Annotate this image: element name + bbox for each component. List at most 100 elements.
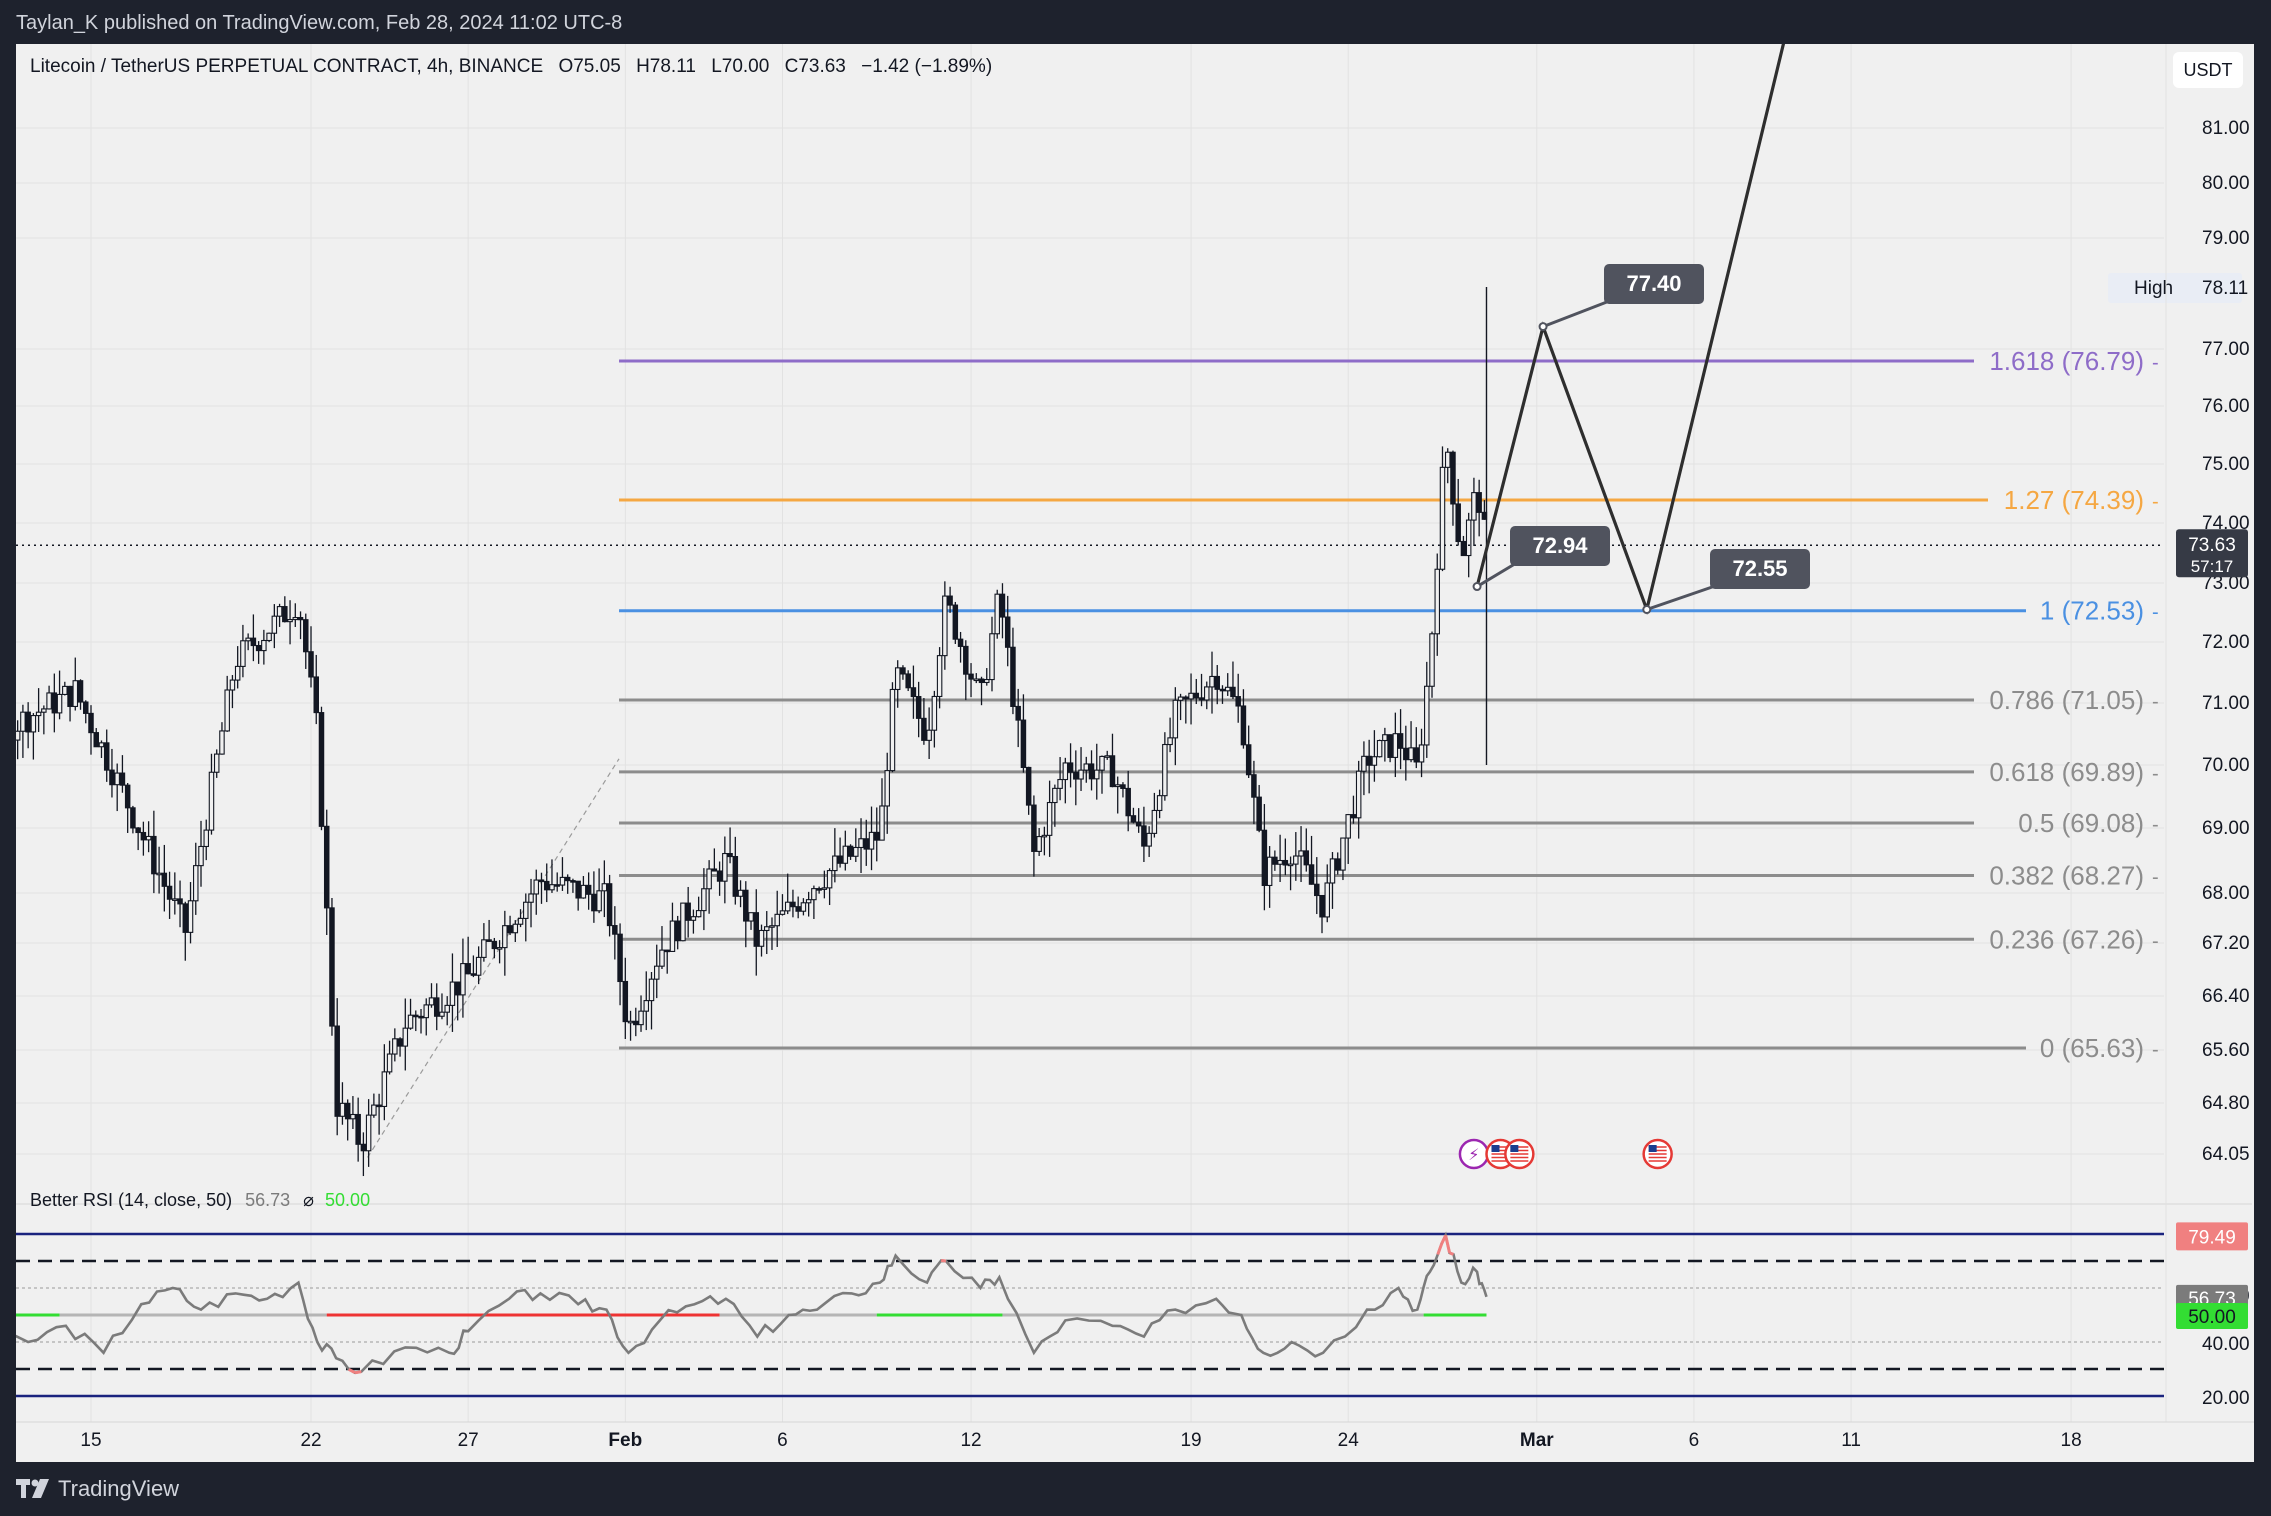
- candle-body: [1052, 787, 1058, 804]
- tradingview-brand[interactable]: TradingView: [16, 1476, 179, 1502]
- chart-frame[interactable]: 81.00 80.00 79.00 77.00 76.00 75.00 74.00 73.00…: [16, 44, 2254, 1462]
- chart-svg[interactable]: 81.00 80.00 79.00 77.00 76.00 75.00 74.00 73.00…: [16, 44, 2254, 1462]
- candle-body: [763, 926, 770, 932]
- candle-body: [1413, 747, 1420, 763]
- candle-body: [198, 845, 204, 867]
- rsi-overbought-segment: [1444, 1235, 1452, 1254]
- candle-body: [1266, 856, 1273, 887]
- candle-body: [528, 893, 534, 903]
- candle-body: [842, 845, 849, 864]
- tradingview-logo-icon: [16, 1479, 49, 1498]
- candle-body: [994, 593, 1000, 635]
- callout-anchor: [1642, 605, 1652, 615]
- candle-body: [706, 868, 712, 890]
- candle-body: [622, 980, 629, 1023]
- candle-body: [674, 920, 681, 942]
- candle-body: [245, 637, 251, 642]
- fib-level-tick: -: [2152, 691, 2159, 713]
- candle-body: [690, 916, 697, 921]
- callout-label: 77.40: [1626, 271, 1681, 296]
- lightning-icon-glyph: ⚡: [1468, 1145, 1479, 1164]
- candle-body: [407, 1014, 414, 1029]
- candle-body: [900, 667, 906, 675]
- candle-body: [62, 685, 68, 696]
- candle-body: [784, 901, 791, 912]
- high-marker-box: [2108, 272, 2242, 303]
- rsi-ma-label: 50.00: [2188, 1307, 2236, 1328]
- candle-body: [51, 692, 58, 714]
- candle-body: [41, 708, 47, 713]
- candle-body: [879, 805, 885, 841]
- candle-body: [1224, 686, 1231, 692]
- rsi-max-label: 79.49: [2188, 1227, 2236, 1248]
- candle-body: [1382, 734, 1388, 742]
- candle-body: [816, 888, 822, 891]
- candle-body: [512, 923, 519, 934]
- fib-level-tick: -: [2152, 352, 2159, 374]
- rsi-line: [16, 1231, 1488, 1375]
- candle-body: [460, 963, 466, 996]
- candle-body: [135, 827, 141, 834]
- candle-body: [1020, 719, 1027, 768]
- last-price-label: 73.63: [2188, 535, 2236, 556]
- legend-close: C73.63: [784, 56, 846, 77]
- rsi-oversold-segment: [354, 1370, 362, 1375]
- candle-body: [397, 1038, 403, 1047]
- candle-body: [653, 965, 660, 980]
- rsi-ma: 50.00: [325, 1190, 371, 1210]
- candle-body: [255, 644, 262, 652]
- candle-body: [1403, 747, 1409, 761]
- candle-body: [308, 651, 314, 678]
- legend-high: H78.11: [636, 56, 696, 77]
- candle-body: [664, 949, 670, 953]
- currency-button[interactable]: USDT: [2173, 52, 2243, 88]
- candle-body: [1329, 858, 1336, 884]
- candle-body: [1319, 894, 1325, 918]
- candle-body: [952, 604, 959, 640]
- candle-body: [140, 831, 147, 841]
- candle-body: [470, 973, 477, 976]
- candle-body: [873, 831, 880, 841]
- candle-body: [1272, 856, 1278, 865]
- fib-level-label: 0.618 (69.89): [1989, 757, 2144, 787]
- candle-body: [240, 640, 246, 667]
- candle-body: [936, 655, 943, 698]
- x-tick-label: 19: [1180, 1430, 1201, 1451]
- candle-body: [1465, 519, 1472, 557]
- candle-body: [334, 1025, 340, 1117]
- candle-body: [418, 1015, 424, 1019]
- candle-body: [978, 678, 985, 684]
- fib-level-tick: -: [2152, 1039, 2159, 1061]
- candle-body: [1366, 755, 1372, 766]
- rsi-ma-badge: [2176, 1303, 2248, 1329]
- y-tick-label: 69.00: [2202, 818, 2250, 839]
- candle-body: [145, 835, 152, 841]
- rsi-y-tick-label: 20.00: [2202, 1388, 2250, 1409]
- candle-body: [1350, 814, 1357, 819]
- candle-body: [16, 730, 21, 741]
- y-tick-label: 68.00: [2202, 883, 2250, 904]
- candle-body: [172, 898, 178, 901]
- candle-body: [984, 679, 990, 684]
- candle-body: [151, 835, 157, 875]
- rsi-symbol: ⌀: [303, 1190, 315, 1210]
- legend-open: O75.05: [558, 56, 621, 77]
- candle-body: [570, 880, 576, 883]
- candle-body: [83, 701, 89, 714]
- candle-body: [716, 870, 723, 882]
- candle-body: [287, 619, 293, 623]
- candle-body: [1293, 855, 1299, 865]
- candle-body: [1476, 492, 1482, 513]
- candle-body: [1046, 801, 1053, 836]
- candle-body: [999, 593, 1006, 618]
- bottom-bar: [0, 1462, 2271, 1516]
- rsi-name: Better RSI (14, close, 50): [30, 1190, 233, 1210]
- candle-body: [1340, 837, 1346, 871]
- candle-body: [72, 680, 79, 708]
- x-tick-label: Mar: [1520, 1430, 1554, 1451]
- y-tick-label: 64.05: [2202, 1144, 2250, 1165]
- candle-body: [1277, 859, 1283, 865]
- fib-level-tick: -: [2152, 602, 2159, 624]
- candle-body: [449, 981, 456, 1006]
- fib-level-tick: -: [2152, 814, 2159, 836]
